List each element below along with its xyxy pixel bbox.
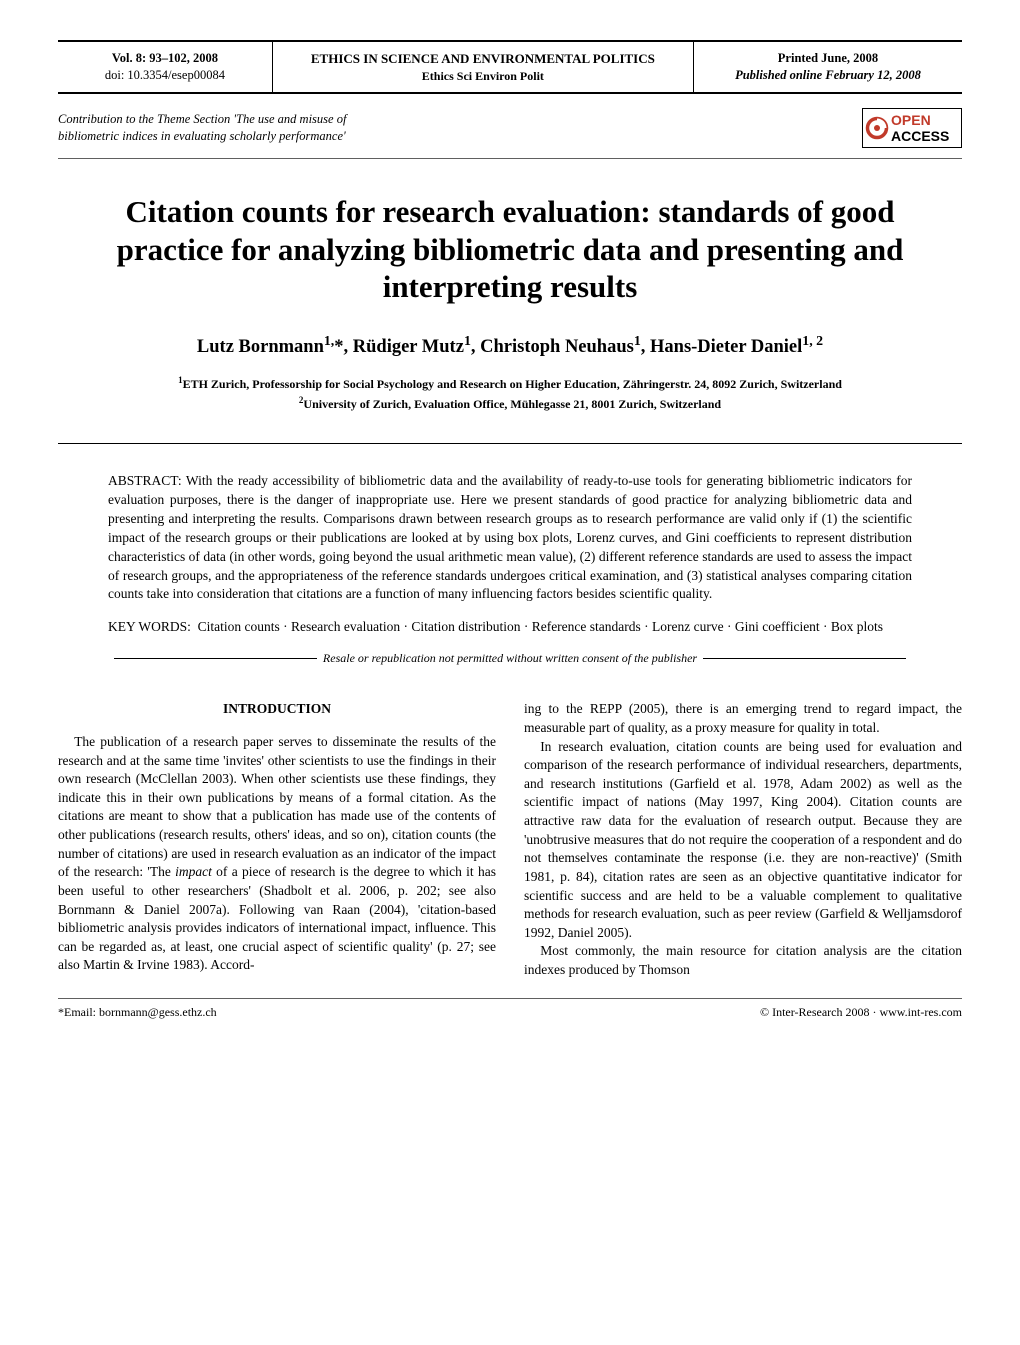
keywords: KEY WORDS: Citation counts · Research ev… <box>108 618 912 637</box>
header-right: Printed June, 2008 Published online Febr… <box>694 42 962 92</box>
affiliations: 1ETH Zurich, Professorship for Social Ps… <box>78 374 942 413</box>
copyright: © Inter-Research 2008 · www.int-res.com <box>760 1005 962 1020</box>
resale-notice: Resale or republication not permitted wi… <box>323 651 697 666</box>
theme-row: Contribution to the Theme Section 'The u… <box>58 108 962 159</box>
column-left: INTRODUCTION The publication of a resear… <box>58 700 496 979</box>
resale-rule-right <box>703 658 906 659</box>
keywords-label: KEY WORDS: <box>108 619 191 634</box>
abstract-label: ABSTRACT: <box>108 473 182 488</box>
rule-above-abstract <box>58 443 962 444</box>
body-paragraph: The publication of a research paper serv… <box>58 733 496 975</box>
body-paragraph: Most commonly, the main resource for cit… <box>524 942 962 979</box>
doi: doi: 10.3354/esep00084 <box>70 67 260 84</box>
resale-rule-left <box>114 658 317 659</box>
title-block: Citation counts for research evaluation:… <box>78 193 942 413</box>
theme-line1: Contribution to the Theme Section 'The u… <box>58 111 346 128</box>
open-access-icon: OPEN ACCESS <box>862 108 962 148</box>
header-left: Vol. 8: 93–102, 2008 doi: 10.3354/esep00… <box>58 42 273 92</box>
resale-notice-row: Resale or republication not permitted wi… <box>108 651 912 666</box>
svg-text:OPEN: OPEN <box>891 112 931 128</box>
theme-line2: bibliometric indices in evaluating schol… <box>58 128 346 145</box>
theme-contribution: Contribution to the Theme Section 'The u… <box>58 111 346 145</box>
column-right: ing to the REPP (2005), there is an emer… <box>524 700 962 979</box>
abstract-text: With the ready accessibility of bibliome… <box>108 473 912 601</box>
body-columns: INTRODUCTION The publication of a resear… <box>58 700 962 979</box>
corresponding-email: *Email: bornmann@gess.ethz.ch <box>58 1005 217 1020</box>
footer: *Email: bornmann@gess.ethz.ch © Inter-Re… <box>58 998 962 1020</box>
volume-pages: Vol. 8: 93–102, 2008 <box>70 50 260 67</box>
open-access-badge: OPEN ACCESS <box>862 108 962 148</box>
article-title: Citation counts for research evaluation:… <box>78 193 942 306</box>
journal-title: ETHICS IN SCIENCE AND ENVIRONMENTAL POLI… <box>285 50 681 68</box>
affiliation-2: 2University of Zurich, Evaluation Office… <box>78 394 942 413</box>
published-online: Published online February 12, 2008 <box>706 67 950 84</box>
keywords-text: Citation counts · Research evaluation · … <box>198 619 883 634</box>
affiliation-1: 1ETH Zurich, Professorship for Social Ps… <box>78 374 942 393</box>
printed-date: Printed June, 2008 <box>706 50 950 67</box>
authors: Lutz Bornmann1,*, Rüdiger Mutz1, Christo… <box>78 334 942 358</box>
svg-text:ACCESS: ACCESS <box>891 128 949 144</box>
journal-short: Ethics Sci Environ Polit <box>285 68 681 84</box>
abstract: ABSTRACT: With the ready accessibility o… <box>108 472 912 604</box>
header-center: ETHICS IN SCIENCE AND ENVIRONMENTAL POLI… <box>273 42 694 92</box>
body-paragraph: ing to the REPP (2005), there is an emer… <box>524 700 962 737</box>
section-heading-introduction: INTRODUCTION <box>58 700 496 719</box>
header-row: Vol. 8: 93–102, 2008 doi: 10.3354/esep00… <box>58 40 962 94</box>
page: Vol. 8: 93–102, 2008 doi: 10.3354/esep00… <box>0 0 1020 1070</box>
body-paragraph: In research evaluation, citation counts … <box>524 738 962 943</box>
